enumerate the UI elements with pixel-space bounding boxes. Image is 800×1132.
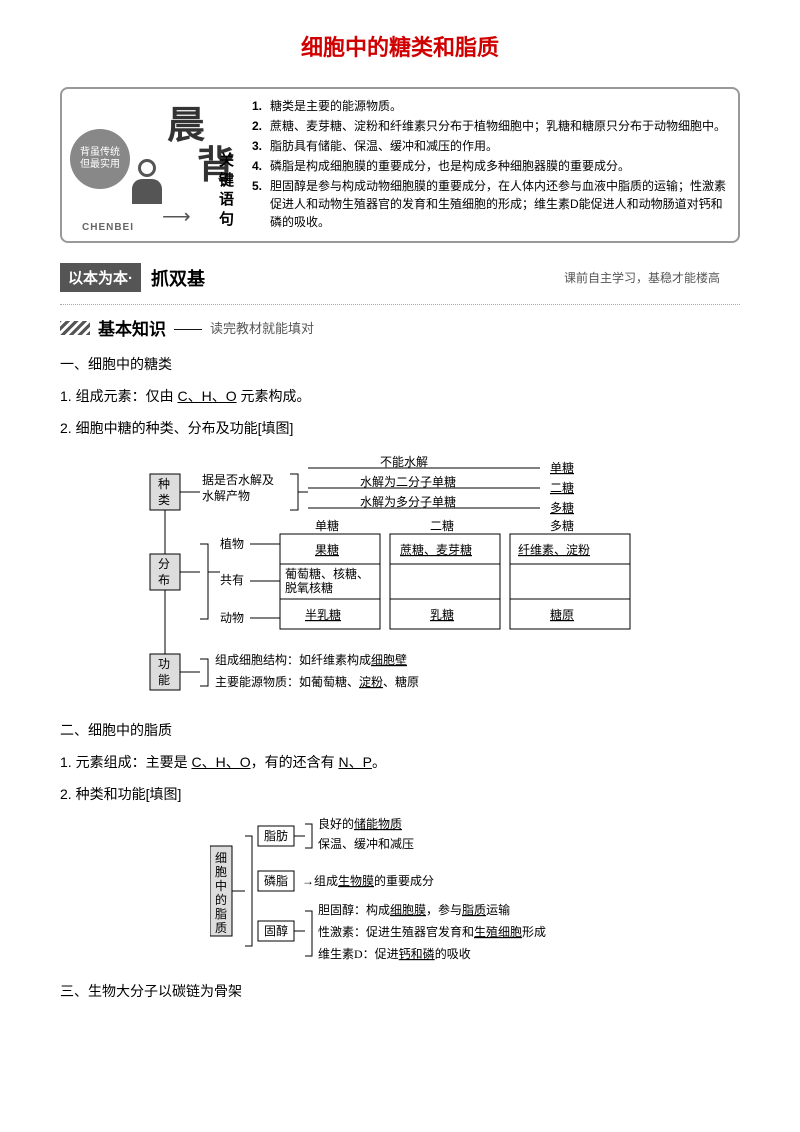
- svg-text:单糖: 单糖: [550, 460, 574, 475]
- stripes-icon: [60, 321, 90, 335]
- point-5: 5.胆固醇是参与构成动物细胞膜的重要成分，在人体内还参与血液中脂质的运输；性激素…: [252, 177, 726, 231]
- sect-light: 抓双基: [151, 265, 205, 291]
- sugar-diagram: 种类 据是否水解及 水解产物 不能水解 单糖 水解为二分子单糖 二糖 水解为多分…: [120, 454, 680, 704]
- vertical-label: 关键语句: [219, 151, 234, 229]
- svg-text:二糖: 二糖: [550, 480, 574, 495]
- svg-text:共有: 共有: [220, 573, 244, 587]
- section-1: 一、细胞中的糖类 1. 组成元素：仅由 C、H、O 元素构成。 2. 细胞中糖的…: [60, 350, 740, 442]
- svg-text:良好的储能物质: 良好的储能物质: [318, 816, 402, 831]
- svg-text:布: 布: [158, 573, 170, 587]
- arrow-icon: ⟶: [162, 204, 191, 229]
- svg-text:磷脂: 磷脂: [264, 873, 288, 888]
- s1-p2: 2. 细胞中糖的种类、分布及功能[填图]: [60, 414, 740, 442]
- svg-text:水解为多分子单糖: 水解为多分子单糖: [360, 494, 456, 509]
- svg-text:分: 分: [158, 557, 170, 571]
- svg-text:多糖: 多糖: [550, 518, 574, 533]
- svg-text:二糖: 二糖: [430, 518, 454, 533]
- svg-text:胆固醇：构成细胞膜，参与脂质运输: 胆固醇：构成细胞膜，参与脂质运输: [318, 902, 510, 917]
- svg-text:脂: 脂: [215, 906, 227, 921]
- know-text: 基本知识: [98, 315, 166, 340]
- s1-heading: 一、细胞中的糖类: [60, 350, 740, 378]
- svg-text:能: 能: [158, 673, 170, 687]
- svg-text:不能水解: 不能水解: [380, 455, 428, 469]
- svg-text:类: 类: [158, 493, 170, 507]
- svg-text:乳糖: 乳糖: [430, 607, 454, 622]
- svg-text:脱氧核糖: 脱氧核糖: [285, 580, 333, 595]
- svg-text:主要能源物质：如葡萄糖、淀粉、糖原: 主要能源物质：如葡萄糖、淀粉、糖原: [215, 674, 419, 689]
- pinyin-1: CHENBEI: [82, 222, 134, 233]
- page: 细胞中的糖类和脂质 背虽传统 但最实用 晨 背 关键语句 ⟶ CHENBEI 1…: [0, 0, 800, 1049]
- know-sub: 读完教材就能填对: [210, 318, 314, 337]
- svg-text:半乳糖: 半乳糖: [305, 607, 341, 622]
- s2-p1: 1. 元素组成：主要是 C、H、O，有的还含有 N、P。: [60, 748, 740, 776]
- svg-text:单糖: 单糖: [315, 518, 339, 533]
- svg-text:细: 细: [215, 851, 227, 865]
- badge: 背虽传统 但最实用: [70, 129, 130, 189]
- page-title: 细胞中的糖类和脂质: [60, 30, 740, 62]
- lipid-diagram: 细胞中的脂质 脂肪 良好的储能物质 保温、缓冲和减压 磷脂 →组成生物膜的重要成…: [210, 816, 630, 969]
- svg-text:质: 质: [215, 921, 227, 935]
- svg-text:动物: 动物: [220, 611, 244, 625]
- svg-text:的: 的: [215, 892, 227, 907]
- s3-heading: 三、生物大分子以碳链为骨架: [60, 977, 740, 1005]
- svg-text:多糖: 多糖: [550, 500, 574, 515]
- svg-text:种: 种: [158, 477, 170, 491]
- svg-text:纤维素、淀粉: 纤维素、淀粉: [518, 543, 590, 557]
- svg-text:糖原: 糖原: [550, 607, 574, 622]
- section-header: 以本为本· 抓双基 课前自主学习，基稳才能楼高: [60, 263, 740, 292]
- point-1: 1.糖类是主要的能源物质。: [252, 97, 726, 115]
- point-2: 2.蔗糖、麦芽糖、淀粉和纤维素只分布于植物细胞中；乳糖和糖原只分布于动物细胞中。: [252, 117, 726, 135]
- point-3: 3.脂肪具有储能、保温、缓冲和减压的作用。: [252, 137, 726, 155]
- morning-review-box: 背虽传统 但最实用 晨 背 关键语句 ⟶ CHENBEI 1.糖类是主要的能源物…: [60, 87, 740, 243]
- sect-sub: 课前自主学习，基稳才能楼高: [564, 269, 720, 286]
- knowledge-bar: 基本知识 —— 读完教材就能填对: [60, 315, 740, 340]
- s2-heading: 二、细胞中的脂质: [60, 716, 740, 744]
- morning-graphic: 背虽传统 但最实用 晨 背 关键语句 ⟶ CHENBEI: [62, 89, 242, 241]
- section-3: 三、生物大分子以碳链为骨架: [60, 977, 740, 1005]
- svg-text:脂肪: 脂肪: [264, 828, 288, 843]
- svg-text:中: 中: [215, 878, 227, 893]
- svg-text:水解为二分子单糖: 水解为二分子单糖: [360, 474, 456, 489]
- svg-text:维生素D：促进钙和磷的吸收: 维生素D：促进钙和磷的吸收: [318, 946, 471, 961]
- svg-text:固醇: 固醇: [264, 923, 288, 938]
- svg-text:植物: 植物: [220, 536, 244, 551]
- divider: [60, 304, 740, 305]
- section-2: 二、细胞中的脂质 1. 元素组成：主要是 C、H、O，有的还含有 N、P。 2.…: [60, 716, 740, 808]
- svg-text:葡萄糖、核糖、: 葡萄糖、核糖、: [285, 566, 369, 581]
- svg-text:保温、缓冲和减压: 保温、缓冲和减压: [318, 836, 414, 851]
- point-4: 4.磷脂是构成细胞膜的重要成分，也是构成多种细胞器膜的重要成分。: [252, 157, 726, 175]
- svg-text:蔗糖、麦芽糖: 蔗糖、麦芽糖: [400, 542, 472, 557]
- svg-text:胞: 胞: [215, 865, 227, 879]
- s1-p1: 1. 组成元素：仅由 C、H、O 元素构成。: [60, 382, 740, 410]
- svg-text:→组成生物膜的重要成分: →组成生物膜的重要成分: [302, 873, 434, 888]
- svg-text:果糖: 果糖: [315, 542, 339, 557]
- svg-text:组成细胞结构：如纤维素构成细胞壁: 组成细胞结构：如纤维素构成细胞壁: [215, 652, 407, 667]
- s2-p2: 2. 种类和功能[填图]: [60, 780, 740, 808]
- svg-text:功: 功: [158, 657, 170, 671]
- svg-text:据是否水解及: 据是否水解及: [202, 473, 274, 487]
- morning-points: 1.糖类是主要的能源物质。 2.蔗糖、麦芽糖、淀粉和纤维素只分布于植物细胞中；乳…: [252, 89, 738, 241]
- svg-text:性激素：促进生殖器官发育和生殖细胞形成: 性激素：促进生殖器官发育和生殖细胞形成: [318, 924, 546, 939]
- sect-dark: 以本为本·: [60, 263, 141, 292]
- person-icon: [127, 159, 167, 209]
- svg-text:水解产物: 水解产物: [202, 489, 250, 503]
